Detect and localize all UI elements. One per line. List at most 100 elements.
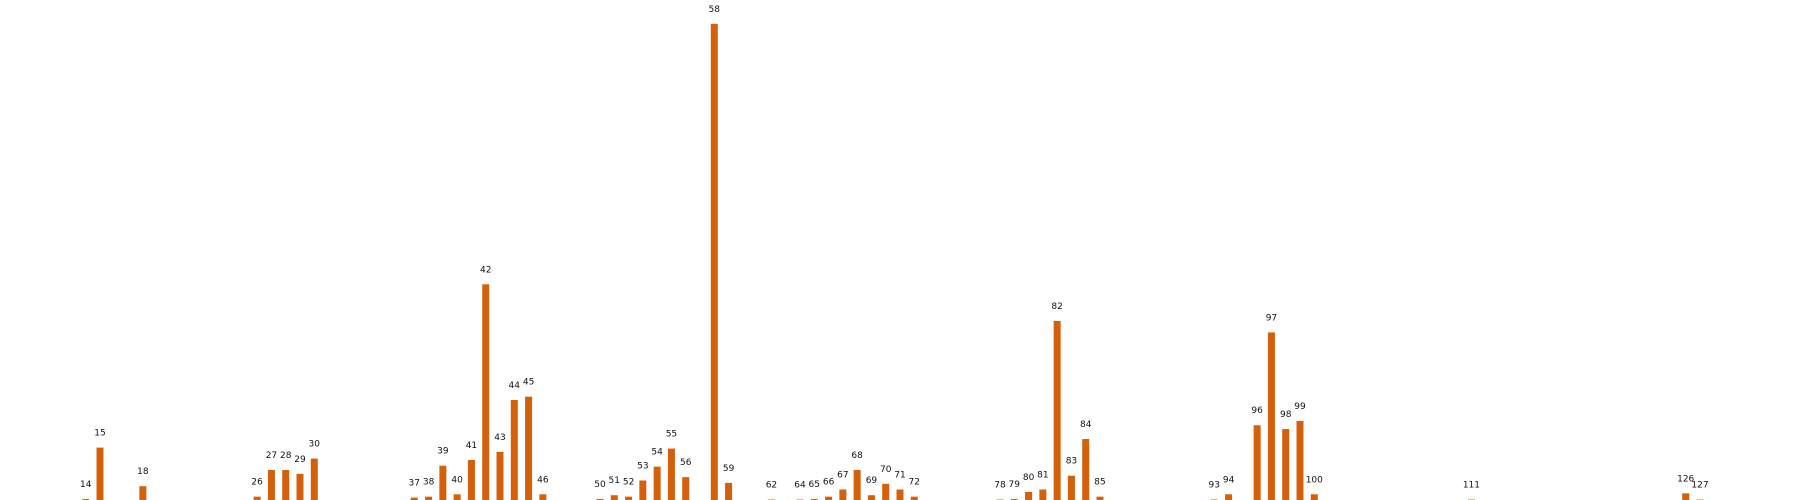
bar-label: 29 bbox=[294, 455, 306, 465]
bar-label: 40 bbox=[451, 475, 463, 485]
bar bbox=[439, 465, 447, 500]
bar bbox=[1682, 493, 1690, 500]
bar-label: 27 bbox=[266, 451, 277, 461]
bar-label: 94 bbox=[1223, 475, 1235, 485]
bar bbox=[282, 470, 290, 500]
bar bbox=[525, 396, 533, 500]
bar-label: 52 bbox=[623, 478, 634, 488]
bar bbox=[1282, 429, 1290, 500]
bar-label: 53 bbox=[637, 461, 648, 471]
bar bbox=[510, 400, 518, 500]
bar-label: 46 bbox=[537, 475, 549, 485]
bar bbox=[482, 284, 490, 500]
bar bbox=[310, 458, 318, 500]
bar-label: 62 bbox=[766, 481, 777, 491]
bar-label: 71 bbox=[894, 471, 905, 481]
bar bbox=[539, 494, 547, 500]
bar-label: 79 bbox=[1009, 480, 1021, 490]
bar-label: 41 bbox=[466, 441, 477, 451]
bar bbox=[96, 447, 104, 500]
bar-label: 58 bbox=[709, 5, 721, 15]
bar-label: 66 bbox=[823, 478, 835, 488]
bar bbox=[625, 496, 633, 500]
bar bbox=[853, 470, 861, 500]
bar-label: 67 bbox=[837, 471, 848, 481]
bar-label: 38 bbox=[423, 478, 435, 488]
bar bbox=[1082, 439, 1090, 500]
bar-label: 111 bbox=[1463, 481, 1480, 491]
bar bbox=[1267, 332, 1275, 500]
bar bbox=[639, 480, 647, 500]
bar bbox=[867, 495, 875, 500]
bar-label: 64 bbox=[794, 481, 806, 491]
bar bbox=[725, 482, 733, 500]
bar bbox=[710, 23, 718, 500]
bar-label: 70 bbox=[880, 465, 892, 475]
bar bbox=[453, 494, 461, 500]
bar bbox=[667, 448, 675, 500]
bar bbox=[1296, 420, 1304, 500]
bar-label: 43 bbox=[494, 433, 505, 443]
bar bbox=[1025, 491, 1033, 500]
bar-label: 30 bbox=[309, 440, 321, 450]
bar bbox=[139, 486, 147, 500]
bar-label: 80 bbox=[1023, 473, 1035, 483]
bar-label: 78 bbox=[994, 481, 1006, 491]
bar-label: 99 bbox=[1294, 402, 1306, 412]
bar-label: 127 bbox=[1691, 481, 1708, 491]
bar-label: 59 bbox=[723, 464, 735, 474]
bar-label: 85 bbox=[1094, 478, 1105, 488]
bar bbox=[410, 497, 418, 500]
bar-label: 93 bbox=[1209, 481, 1220, 491]
bar bbox=[1096, 496, 1104, 500]
bar bbox=[1039, 489, 1047, 500]
bar-label: 55 bbox=[666, 430, 677, 440]
bar-label: 39 bbox=[437, 447, 449, 457]
bar-label: 26 bbox=[251, 478, 263, 488]
bar-label: 50 bbox=[594, 480, 606, 490]
bar bbox=[682, 477, 690, 500]
bar-label: 96 bbox=[1251, 406, 1263, 416]
bar-label: 83 bbox=[1066, 457, 1077, 467]
bar bbox=[1225, 494, 1233, 500]
bar-label: 69 bbox=[866, 476, 878, 486]
bar-label: 44 bbox=[509, 381, 521, 391]
bar bbox=[610, 495, 618, 500]
bar-label: 65 bbox=[809, 480, 820, 490]
bar-label: 68 bbox=[851, 451, 863, 461]
bar-label: 97 bbox=[1266, 313, 1277, 323]
bar bbox=[839, 489, 847, 500]
bar-label: 45 bbox=[523, 378, 534, 388]
bar bbox=[910, 496, 918, 500]
bar bbox=[496, 451, 504, 500]
bar bbox=[1253, 425, 1261, 500]
bar-label: 126 bbox=[1677, 474, 1694, 484]
bar-label: 51 bbox=[609, 476, 620, 486]
bar-label: 15 bbox=[94, 429, 105, 439]
bar bbox=[1067, 475, 1075, 500]
bar-label: 37 bbox=[409, 479, 420, 489]
bar-label: 100 bbox=[1306, 475, 1323, 485]
bar-label: 81 bbox=[1037, 471, 1048, 481]
bar-label: 28 bbox=[280, 451, 292, 461]
bar-label: 82 bbox=[1051, 302, 1062, 312]
bar bbox=[825, 496, 833, 500]
bar-label: 84 bbox=[1080, 420, 1092, 430]
bar-label: 42 bbox=[480, 265, 491, 275]
bar-label: 14 bbox=[80, 480, 92, 490]
bar bbox=[1310, 494, 1318, 500]
bar-label: 56 bbox=[680, 458, 692, 468]
bar bbox=[896, 489, 904, 500]
bar bbox=[882, 483, 890, 500]
bar bbox=[267, 470, 275, 500]
bar bbox=[1053, 320, 1061, 500]
bar bbox=[253, 496, 261, 500]
bar bbox=[467, 460, 475, 500]
bar-label: 18 bbox=[137, 467, 149, 477]
bar-label: 54 bbox=[651, 448, 663, 458]
bar bbox=[425, 496, 433, 500]
bar-label: 72 bbox=[909, 478, 920, 488]
bar-label: 98 bbox=[1280, 410, 1292, 420]
